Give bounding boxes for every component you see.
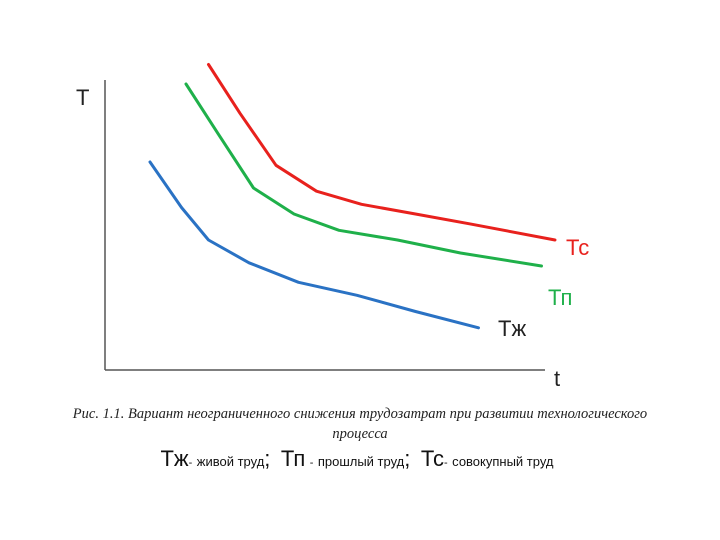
legend-symbol-tzh: Тж bbox=[160, 446, 189, 471]
legend-text-tzh: живой труд bbox=[196, 454, 265, 469]
x-axis-label: t bbox=[554, 366, 560, 391]
series-label-tp: Тп bbox=[548, 285, 572, 310]
series-line-tc bbox=[207, 63, 557, 242]
legend-item-tc: Тс- совокупный труд bbox=[421, 446, 560, 471]
series-label-tzh: Тж bbox=[498, 316, 526, 341]
series-label-tc: Тс bbox=[566, 235, 589, 260]
legend-symbol-tc: Тс bbox=[420, 446, 445, 471]
caption-line-2: процесса bbox=[332, 426, 388, 442]
series-line-tp bbox=[184, 82, 543, 268]
legend-text-tp: прошлый труд bbox=[317, 454, 405, 469]
labor-cost-chart: T t Тс Тп Тж bbox=[76, 63, 589, 391]
legend-separator: ; bbox=[264, 446, 271, 471]
legend-dash: - bbox=[188, 457, 193, 469]
legend-item-tzh: Тж- живой труд; bbox=[160, 446, 280, 471]
series-layer: Тс Тп Тж bbox=[148, 63, 589, 341]
legend-text-tc: совокупный труд bbox=[452, 454, 554, 469]
legend-dash: - bbox=[444, 457, 448, 469]
legend-separator: ; bbox=[404, 446, 411, 471]
series-line-tzh bbox=[148, 160, 480, 330]
legend: Тж- живой труд; Тп - прошлый труд; Тс- с… bbox=[0, 446, 720, 472]
legend-dash: - bbox=[309, 457, 314, 469]
legend-item-tp: Тп - прошлый труд; bbox=[281, 446, 421, 471]
figure-caption: Рис. 1.1. Вариант неограниченного снижен… bbox=[20, 404, 700, 444]
y-axis-label: T bbox=[76, 85, 89, 110]
caption-line-1: Рис. 1.1. Вариант неограниченного снижен… bbox=[72, 406, 648, 422]
legend-symbol-tp: Тп bbox=[280, 446, 306, 471]
